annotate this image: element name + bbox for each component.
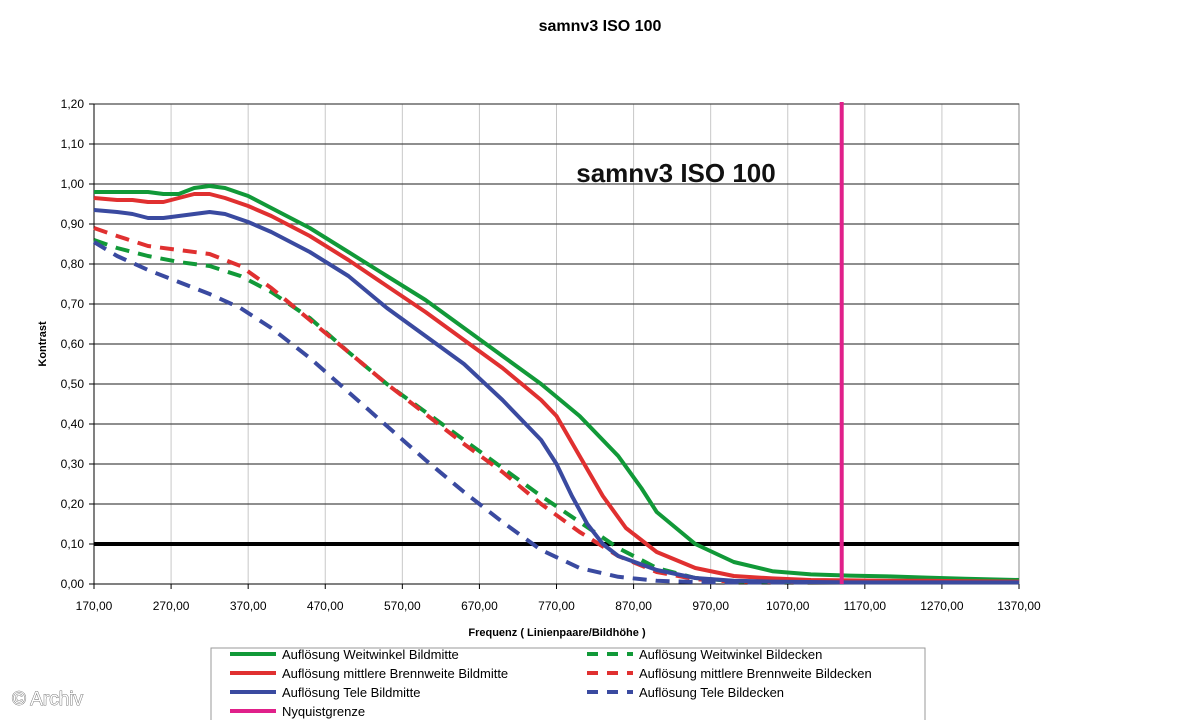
legend: Auflösung Weitwinkel Bildmitte Auflösung … [210,647,926,720]
y-tick-label: 0,40 [61,417,85,431]
x-tick-label: 570,00 [384,599,421,613]
series-line-1 [94,184,1020,582]
x-tick-label: 170,00 [76,599,113,613]
y-tick-label: 1,00 [61,177,85,191]
series-line-3 [93,208,1019,585]
y-tick-label: 1,10 [61,137,85,151]
series-line-4 [93,238,811,584]
legend-item-label: Auflösung mittlere Brennweite Bildecken [639,666,872,681]
y-tick-label: 0,30 [61,457,85,471]
legend-item-label: Auflösung Tele Bildecken [639,685,784,700]
y-tick-label: 0,50 [61,377,85,391]
x-axis-title: Frequenz ( Linienpaare/Bildhöhe ) [468,627,646,639]
y-tick-label: 0,90 [61,217,85,231]
x-tick-label: 470,00 [307,599,344,613]
y-tick-label: 1,20 [61,97,85,111]
y-tick-label: 0,60 [61,337,85,351]
y-tick-label: 0,80 [61,257,85,271]
x-tick-label: 970,00 [692,599,729,613]
legend-item-label: Auflösung Tele Bildmitte [282,685,421,700]
y-tick-label: 0,00 [61,577,85,591]
legend-item-label: Auflösung mittlere Brennweite Bildmitte [282,666,508,681]
x-tick-label: 870,00 [615,599,652,613]
x-tick-label: 1170,00 [844,599,887,613]
x-tick-label: 370,00 [230,599,267,613]
legend-item-label: Auflösung Weitwinkel Bildecken [639,647,822,662]
x-tick-label: 1370,00 [997,599,1041,613]
x-tick-label: 770,00 [538,599,575,613]
y-axis-title: Kontrast [37,321,49,367]
y-tick-label: 0,70 [61,297,85,311]
y-tick-label: 0,20 [61,497,85,511]
x-tick-label: 270,00 [153,599,190,613]
series-line-2 [93,192,1020,584]
watermark-text: © Archiv [12,689,84,710]
legend-item-label: Auflösung Weitwinkel Bildmitte [282,647,459,662]
inner-chart-title: samnv3 ISO 100 [576,158,775,188]
x-tick-label: 1270,00 [920,599,964,613]
grid [93,103,1020,585]
legend-box [210,647,926,720]
x-tick-label: 670,00 [461,599,498,613]
legend-item-label: Nyquistgrenze [282,704,365,719]
axes: 170,00 270,00 370,00 470,00 570,00 670,00 770,… [61,97,1041,613]
series-line-6 [92,240,811,585]
chart-title: samnv3 ISO 100 [539,18,662,35]
x-tick-label: 1070,00 [766,599,810,613]
series-lines [92,102,1020,585]
y-tick-label: 0,10 [61,537,85,551]
